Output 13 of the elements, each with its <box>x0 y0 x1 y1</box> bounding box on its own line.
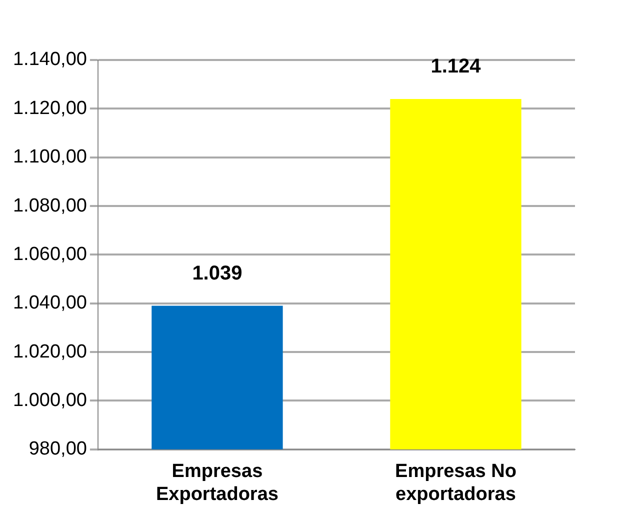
y-tick-label: 1.040,00 <box>12 292 87 314</box>
y-tick-label: 1.140,00 <box>12 49 87 70</box>
y-tick-label: 1.060,00 <box>12 244 87 265</box>
y-tick-label: 1.080,00 <box>12 195 87 216</box>
data-label: 1.039 <box>192 262 242 284</box>
y-tick-label: 980,00 <box>28 438 87 460</box>
y-tick-label: 1.020,00 <box>12 341 87 362</box>
y-tick-label: 1.000,00 <box>12 390 87 411</box>
y-tick-label: 1.100,00 <box>12 146 87 168</box>
y-tick-label: 1.120,00 <box>12 98 87 119</box>
data-label: 1.124 <box>430 55 482 78</box>
x-tick-label: Empresas Exportadoras <box>156 461 278 505</box>
x-tick-label: Empresas No exportadoras <box>395 461 516 505</box>
